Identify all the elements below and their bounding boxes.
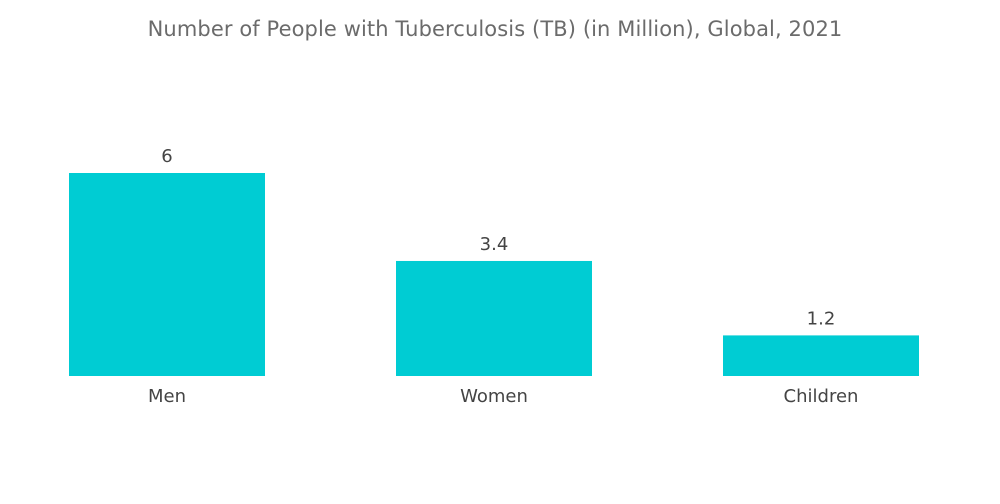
category-labels-layer: Men Women Children [148, 386, 858, 407]
data-label-men: 6 [161, 146, 172, 167]
data-label-children: 1.2 [807, 308, 836, 329]
value-labels-layer: 6 3.4 1.2 [161, 146, 835, 329]
category-label-men: Men [148, 386, 186, 407]
bar-men [69, 173, 265, 376]
bar-children [723, 335, 919, 376]
bar-women [396, 260, 592, 376]
chart-title: Number of People with Tuberculosis (TB) … [147, 17, 843, 41]
category-label-women: Women [460, 386, 528, 407]
category-label-children: Children [784, 386, 859, 407]
bars-layer [69, 173, 919, 376]
data-label-women: 3.4 [480, 234, 509, 255]
